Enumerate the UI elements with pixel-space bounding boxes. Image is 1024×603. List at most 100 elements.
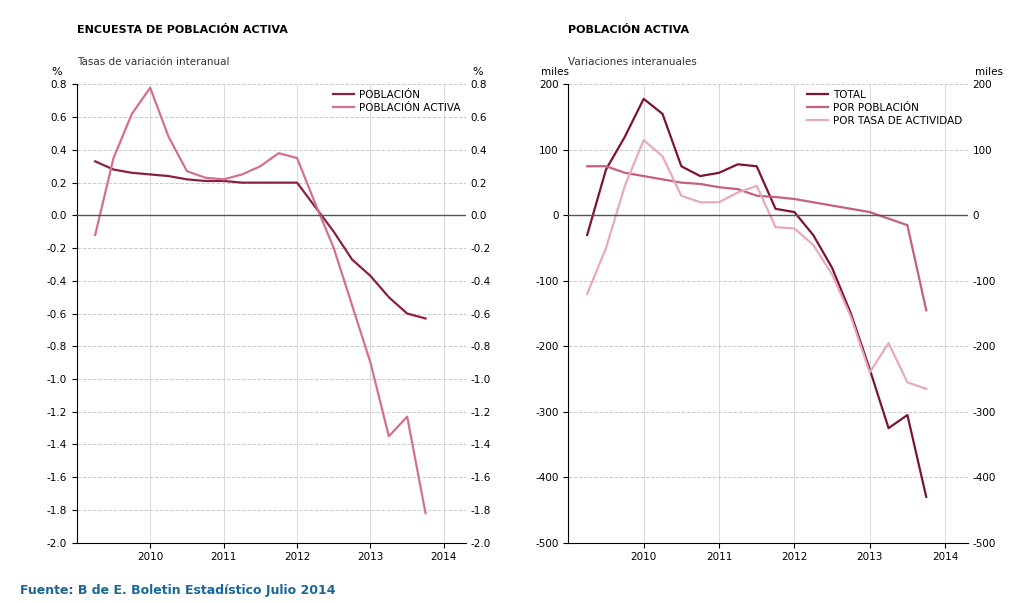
- TOTAL: [883, 425, 895, 432]
- TOTAL: [826, 264, 839, 271]
- TOTAL: [618, 133, 631, 140]
- TOTAL: [769, 205, 781, 212]
- POBLACIÓN ACTIVA: [291, 154, 303, 162]
- POBLACIÓN ACTIVA: [144, 84, 157, 91]
- TOTAL: [788, 209, 801, 216]
- POBLACIÓN: [309, 204, 322, 211]
- Line: TOTAL: TOTAL: [587, 99, 927, 497]
- POBLACIÓN: [272, 179, 285, 186]
- POBLACIÓN ACTIVA: [272, 150, 285, 157]
- POR POBLACIÓN: [713, 183, 725, 191]
- Line: POBLACIÓN ACTIVA: POBLACIÓN ACTIVA: [95, 87, 426, 513]
- TOTAL: [732, 160, 744, 168]
- POBLACIÓN: [291, 179, 303, 186]
- TOTAL: [807, 232, 819, 239]
- POBLACIÓN ACTIVA: [365, 359, 377, 366]
- POBLACIÓN: [144, 171, 157, 178]
- TOTAL: [694, 172, 707, 180]
- POBLACIÓN ACTIVA: [401, 413, 414, 420]
- POBLACIÓN ACTIVA: [328, 244, 340, 251]
- POBLACIÓN: [108, 166, 120, 173]
- POR TASA DE ACTIVIDAD: [921, 385, 933, 393]
- POR POBLACIÓN: [600, 163, 612, 170]
- POR TASA DE ACTIVIDAD: [618, 182, 631, 189]
- POBLACIÓN ACTIVA: [420, 510, 432, 517]
- POBLACIÓN: [89, 158, 101, 165]
- Line: POR POBLACIÓN: POR POBLACIÓN: [587, 166, 927, 311]
- POBLACIÓN: [328, 228, 340, 235]
- TOTAL: [656, 110, 669, 118]
- Line: POBLACIÓN: POBLACIÓN: [95, 162, 426, 318]
- POBLACIÓN ACTIVA: [309, 200, 322, 207]
- POBLACIÓN: [181, 175, 194, 183]
- POR POBLACIÓN: [807, 198, 819, 206]
- Legend: TOTAL, POR POBLACIÓN, POR TASA DE ACTIVIDAD: TOTAL, POR POBLACIÓN, POR TASA DE ACTIVI…: [807, 90, 963, 126]
- POBLACIÓN ACTIVA: [199, 174, 211, 182]
- POBLACIÓN: [254, 179, 266, 186]
- TOTAL: [675, 163, 687, 170]
- POR POBLACIÓN: [638, 172, 650, 180]
- Text: miles: miles: [975, 68, 1002, 77]
- POR TASA DE ACTIVIDAD: [656, 153, 669, 160]
- POR POBLACIÓN: [581, 163, 593, 170]
- POBLACIÓN: [126, 169, 138, 177]
- TOTAL: [581, 232, 593, 239]
- Text: %: %: [52, 68, 62, 77]
- POBLACIÓN: [401, 310, 414, 317]
- POR TASA DE ACTIVIDAD: [807, 241, 819, 248]
- TOTAL: [845, 310, 857, 317]
- POR POBLACIÓN: [618, 169, 631, 177]
- POBLACIÓN: [346, 256, 358, 263]
- POBLACIÓN: [236, 179, 248, 186]
- POR POBLACIÓN: [845, 205, 857, 212]
- POR TASA DE ACTIVIDAD: [769, 224, 781, 231]
- POBLACIÓN ACTIVA: [217, 175, 229, 183]
- Text: ENCUESTA DE POBLACIÓN ACTIVA: ENCUESTA DE POBLACIÓN ACTIVA: [77, 25, 288, 35]
- Text: miles: miles: [541, 68, 568, 77]
- POR POBLACIÓN: [732, 186, 744, 193]
- POR TASA DE ACTIVIDAD: [788, 225, 801, 232]
- POR POBLACIÓN: [675, 179, 687, 186]
- POR TASA DE ACTIVIDAD: [675, 192, 687, 200]
- TOTAL: [713, 169, 725, 177]
- Text: %: %: [473, 68, 483, 77]
- POR POBLACIÓN: [863, 209, 876, 216]
- POBLACIÓN: [365, 273, 377, 280]
- POR POBLACIÓN: [751, 192, 763, 200]
- POR POBLACIÓN: [788, 195, 801, 203]
- POR TASA DE ACTIVIDAD: [845, 313, 857, 320]
- TOTAL: [901, 411, 913, 418]
- TOTAL: [751, 163, 763, 170]
- POR TASA DE ACTIVIDAD: [694, 198, 707, 206]
- TOTAL: [600, 166, 612, 173]
- POR TASA DE ACTIVIDAD: [638, 136, 650, 144]
- POBLACIÓN ACTIVA: [108, 154, 120, 162]
- TOTAL: [921, 493, 933, 500]
- POBLACIÓN ACTIVA: [89, 232, 101, 239]
- Legend: POBLACIÓN, POBLACIÓN ACTIVA: POBLACIÓN, POBLACIÓN ACTIVA: [333, 90, 461, 113]
- POR TASA DE ACTIVIDAD: [883, 339, 895, 347]
- POR TASA DE ACTIVIDAD: [751, 182, 763, 189]
- Line: POR TASA DE ACTIVIDAD: POR TASA DE ACTIVIDAD: [587, 140, 927, 389]
- POR TASA DE ACTIVIDAD: [713, 198, 725, 206]
- Text: POBLACIÓN ACTIVA: POBLACIÓN ACTIVA: [568, 25, 689, 35]
- POBLACIÓN ACTIVA: [181, 168, 194, 175]
- POBLACIÓN ACTIVA: [383, 433, 395, 440]
- POR TASA DE ACTIVIDAD: [826, 271, 839, 278]
- POR POBLACIÓN: [921, 307, 933, 314]
- POBLACIÓN ACTIVA: [346, 302, 358, 309]
- POR TASA DE ACTIVIDAD: [901, 379, 913, 386]
- POBLACIÓN: [383, 294, 395, 301]
- POR POBLACIÓN: [901, 221, 913, 229]
- POR TASA DE ACTIVIDAD: [863, 369, 876, 376]
- POBLACIÓN ACTIVA: [163, 133, 175, 140]
- POR POBLACIÓN: [656, 175, 669, 183]
- POBLACIÓN ACTIVA: [254, 163, 266, 170]
- TOTAL: [638, 95, 650, 103]
- POR POBLACIÓN: [694, 180, 707, 188]
- POBLACIÓN: [217, 177, 229, 185]
- POR POBLACIÓN: [883, 215, 895, 223]
- POBLACIÓN: [420, 315, 432, 322]
- POBLACIÓN: [199, 177, 211, 185]
- POBLACIÓN: [163, 172, 175, 180]
